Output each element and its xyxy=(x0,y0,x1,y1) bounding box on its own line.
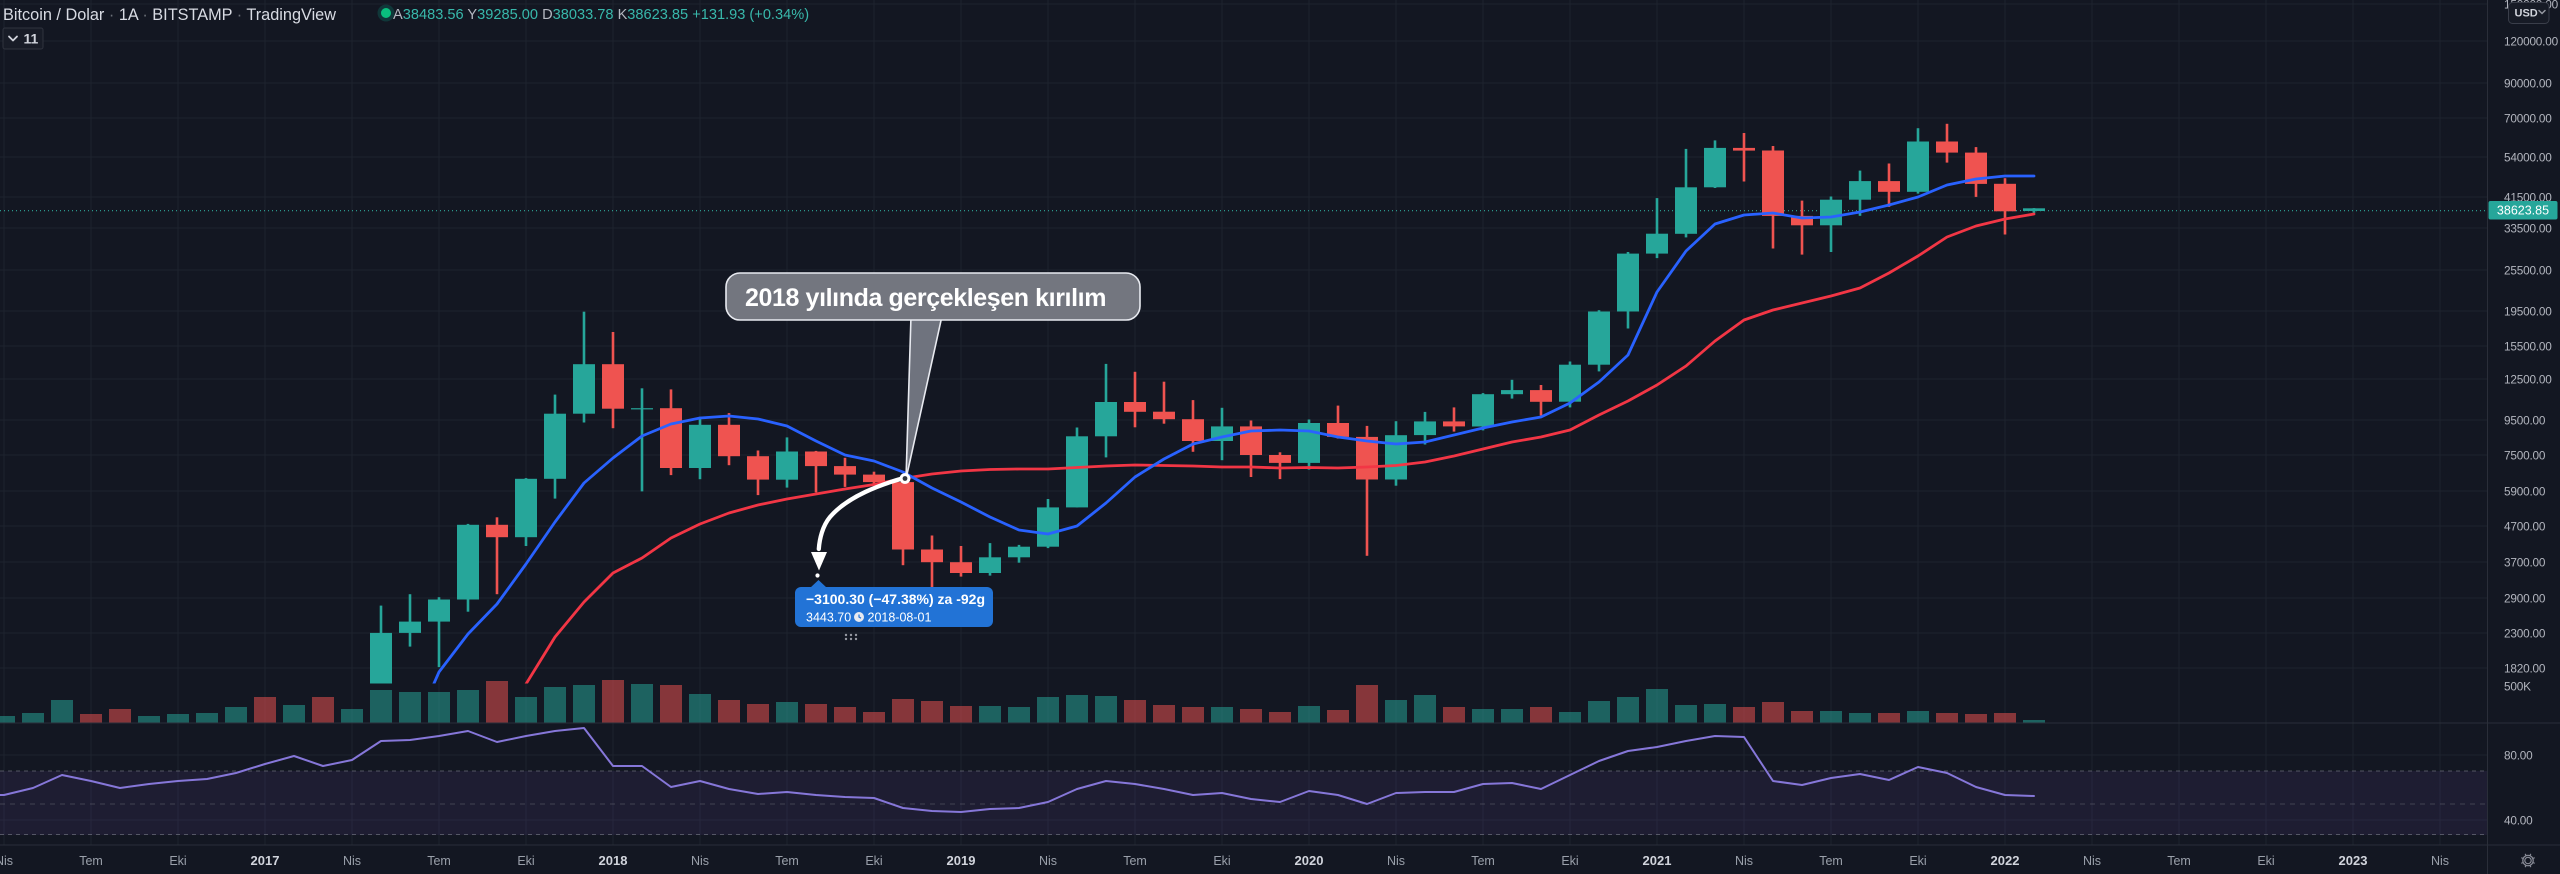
svg-text:USD: USD xyxy=(2515,8,2538,20)
svg-text:2022: 2022 xyxy=(1991,853,2020,868)
svg-text:2900.00: 2900.00 xyxy=(2504,592,2546,606)
svg-text:500K: 500K xyxy=(2504,680,2531,694)
svg-text:Tem: Tem xyxy=(79,854,103,868)
svg-text:4700.00: 4700.00 xyxy=(2504,520,2546,534)
svg-text:19500.00: 19500.00 xyxy=(2504,305,2552,319)
svg-text:Nis: Nis xyxy=(691,854,709,868)
svg-text:Tem: Tem xyxy=(427,854,451,868)
svg-text:Nis: Nis xyxy=(2431,854,2449,868)
svg-text:5900.00: 5900.00 xyxy=(2504,485,2546,499)
svg-text:Nis: Nis xyxy=(0,854,13,868)
svg-text:2018: 2018 xyxy=(599,853,628,868)
svg-text:2021: 2021 xyxy=(1643,853,1672,868)
svg-text:120000.00: 120000.00 xyxy=(2504,35,2559,49)
svg-text:Nis: Nis xyxy=(1387,854,1405,868)
svg-text:Eki: Eki xyxy=(2257,854,2274,868)
svg-text:Eki: Eki xyxy=(865,854,882,868)
svg-text:38623.85: 38623.85 xyxy=(2497,204,2549,218)
svg-text:11: 11 xyxy=(24,31,39,47)
svg-text:Nis: Nis xyxy=(1735,854,1753,868)
svg-text:2019: 2019 xyxy=(947,853,976,868)
svg-text:15500.00: 15500.00 xyxy=(2504,340,2552,354)
svg-text:A38483.56 Y39285.00 D38033.78: A38483.56 Y39285.00 D38033.78 K38623.85 … xyxy=(393,7,809,23)
svg-text:40.00: 40.00 xyxy=(2504,814,2533,828)
svg-text:12500.00: 12500.00 xyxy=(2504,373,2552,387)
svg-text:Eki: Eki xyxy=(1561,854,1578,868)
svg-text:Tem: Tem xyxy=(2167,854,2191,868)
svg-text:Bitcoin / Dolar · 1A · BITSTAM: Bitcoin / Dolar · 1A · BITSTAMP · Tradin… xyxy=(3,6,336,24)
svg-text:90000.00: 90000.00 xyxy=(2504,77,2552,91)
svg-text:Nis: Nis xyxy=(2083,854,2101,868)
svg-text:2017: 2017 xyxy=(251,853,280,868)
svg-text:54000.00: 54000.00 xyxy=(2504,151,2552,165)
svg-text:70000.00: 70000.00 xyxy=(2504,112,2552,126)
svg-text:Nis: Nis xyxy=(343,854,361,868)
svg-text:Nis: Nis xyxy=(1039,854,1057,868)
svg-text:1820.00: 1820.00 xyxy=(2504,662,2546,676)
svg-text:3700.00: 3700.00 xyxy=(2504,556,2546,570)
svg-text:Eki: Eki xyxy=(1909,854,1926,868)
svg-text:9500.00: 9500.00 xyxy=(2504,414,2546,428)
svg-text:Eki: Eki xyxy=(1213,854,1230,868)
svg-text:Tem: Tem xyxy=(775,854,799,868)
svg-text:80.00: 80.00 xyxy=(2504,749,2533,763)
svg-text:2018 yılında gerçekleşen kırıl: 2018 yılında gerçekleşen kırılım xyxy=(745,284,1106,312)
svg-text:Eki: Eki xyxy=(517,854,534,868)
svg-text:2300.00: 2300.00 xyxy=(2504,627,2546,641)
svg-text:7500.00: 7500.00 xyxy=(2504,449,2546,463)
svg-text:Tem: Tem xyxy=(1471,854,1495,868)
svg-text:Tem: Tem xyxy=(1819,854,1843,868)
svg-text:Eki: Eki xyxy=(169,854,186,868)
svg-text:33500.00: 33500.00 xyxy=(2504,222,2552,236)
svg-text:2020: 2020 xyxy=(1295,853,1324,868)
svg-text:2018-08-01: 2018-08-01 xyxy=(868,611,932,625)
svg-text:−3100.30 (−47.38%) za -92g: −3100.30 (−47.38%) za -92g xyxy=(806,591,985,607)
svg-text:25500.00: 25500.00 xyxy=(2504,264,2552,278)
svg-text:3443.70: 3443.70 xyxy=(806,611,851,625)
svg-text:2023: 2023 xyxy=(2339,853,2368,868)
svg-text:Tem: Tem xyxy=(1123,854,1147,868)
